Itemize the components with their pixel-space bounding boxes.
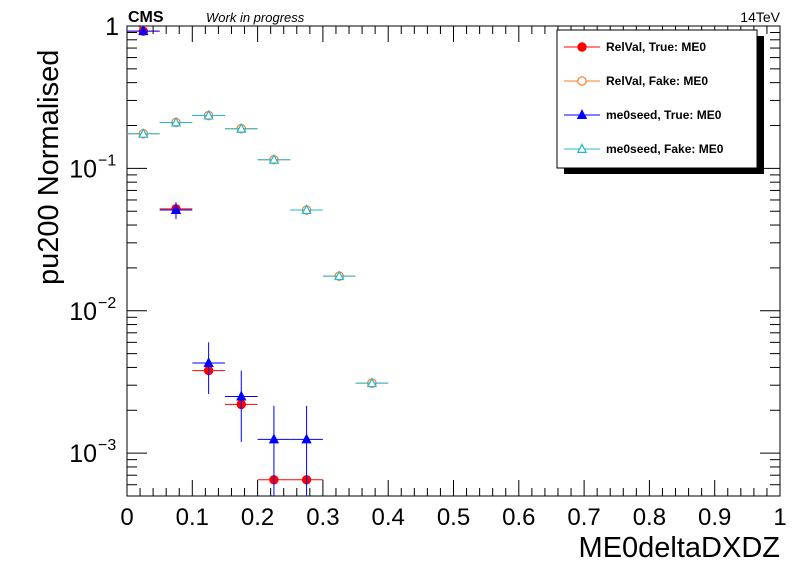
data-marks <box>127 25 389 496</box>
y-tick-exponent: −2 <box>98 295 116 312</box>
data-point <box>334 270 345 281</box>
legend-label: me0seed, Fake: ME0 <box>606 142 724 156</box>
data-point <box>138 25 149 36</box>
x-tick-label: 0 <box>120 504 133 531</box>
x-tick-label: 0.7 <box>567 504 600 531</box>
legend-marker <box>576 143 588 154</box>
data-point <box>268 153 280 164</box>
y-tick-label: 10 <box>69 155 97 183</box>
legend-label: me0seed, True: ME0 <box>606 108 722 122</box>
legend-label: RelVal, True: ME0 <box>606 40 706 54</box>
data-point <box>170 204 182 215</box>
status-label: Work in progress <box>206 10 305 25</box>
data-point <box>366 377 378 388</box>
legend-marker <box>577 42 587 52</box>
x-tick-label: 0.4 <box>372 504 405 531</box>
data-point <box>138 127 149 138</box>
data-point <box>236 122 247 133</box>
x-tick-label: 0.8 <box>633 504 666 531</box>
x-tick-label: 0.3 <box>306 504 339 531</box>
data-point <box>301 204 312 215</box>
legend-marker <box>576 109 588 120</box>
data-point <box>268 433 280 444</box>
legend-box <box>556 29 758 169</box>
x-tick-label: 1 <box>773 504 786 531</box>
x-tick-label: 0.2 <box>241 504 274 531</box>
legend-marker <box>577 76 587 86</box>
axes: 0 0.1 0.2 0.3 0.4 0.5 0.6 0.7 0.8 0.9 1110−110−210… <box>69 13 786 531</box>
data-point <box>236 390 247 401</box>
experiment-label: CMS <box>128 9 164 26</box>
y-tick-exponent: −1 <box>98 152 116 169</box>
y-tick-label: 10 <box>69 298 97 326</box>
x-axis-label: ME0deltaDXDZ <box>579 532 780 564</box>
data-point <box>203 109 214 120</box>
x-tick-label: 0.5 <box>437 504 470 531</box>
y-tick-exponent: −3 <box>98 437 116 454</box>
data-point <box>301 433 312 444</box>
legend-label: RelVal, Fake: ME0 <box>606 74 708 88</box>
data-point <box>170 116 182 127</box>
energy-label: 14TeV <box>740 9 780 25</box>
x-tick-label: 0.9 <box>698 504 731 531</box>
series-2 <box>127 25 323 496</box>
data-point <box>203 357 214 367</box>
x-tick-label: 0.1 <box>176 504 209 531</box>
legend: RelVal, True: ME0 RelVal, Fake: ME0 me0see… <box>556 29 764 174</box>
y-tick-label: 1 <box>105 13 119 41</box>
y-axis-label: pu200 Normalised <box>33 50 65 285</box>
y-tick-label: 10 <box>69 440 97 468</box>
series-3 <box>127 109 389 388</box>
x-tick-label: 0.6 <box>502 504 535 531</box>
